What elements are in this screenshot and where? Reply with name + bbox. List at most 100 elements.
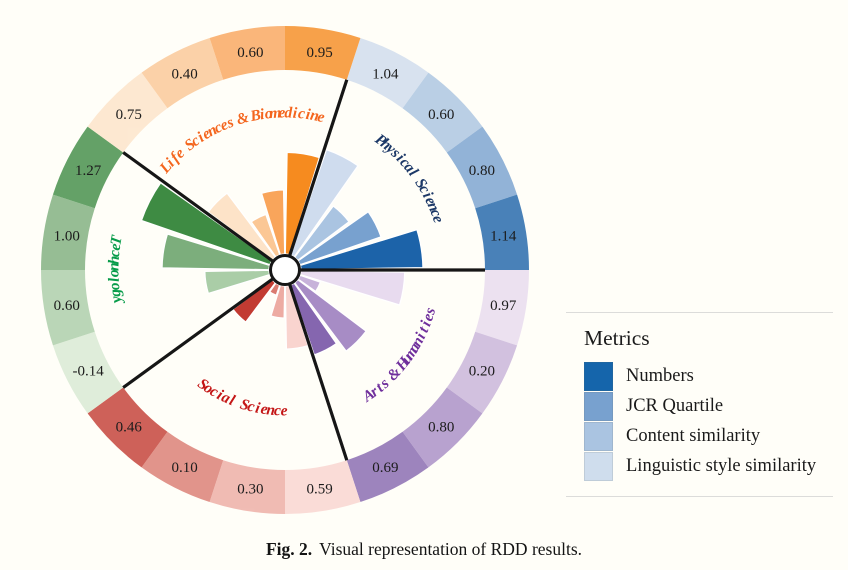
- sector-divider-3: [122, 276, 276, 389]
- ring-segment-technology-jcr-quartile: [41, 194, 95, 270]
- ring-value-social-science-linguistic-style-similarity: 0.59: [306, 482, 332, 498]
- ring-value-social-science-jcr-quartile: 0.10: [172, 460, 198, 476]
- legend-item-jcr-quartile: JCR Quartile: [584, 391, 833, 421]
- sector-label-char-technology: o: [105, 269, 122, 277]
- bar-social-science-numbers: [232, 278, 277, 323]
- ring-value-technology-jcr-quartile: 1.00: [54, 229, 80, 245]
- sector-label-char-life-sciences-biomedicine: n: [309, 107, 321, 125]
- sector-divider-2: [287, 281, 349, 461]
- ring-segment-physical-science-jcr-quartile: [446, 126, 518, 209]
- sector-label-char-technology: n: [105, 262, 122, 271]
- sector-label-char-social-science: i: [254, 399, 262, 417]
- ring-segment-physical-science-content-similarity: [402, 72, 483, 153]
- center-circle: [269, 254, 301, 286]
- ring-value-life-sciences-biomedicine-numbers: 0.95: [306, 45, 332, 61]
- ring-segment-arts-humanities-content-similarity: [446, 331, 518, 414]
- sector-label-char-life-sciences-biomedicine: m: [269, 104, 282, 122]
- ring-value-arts-humanities-jcr-quartile: 0.80: [428, 420, 454, 436]
- ring-value-arts-humanities-linguistic-style-similarity: 0.97: [490, 298, 517, 314]
- sector-label-char-life-sciences-biomedicine: c: [297, 105, 306, 123]
- ring-segment-life-sciences-biomedicine-numbers: [285, 26, 361, 80]
- sector-label-char-social-science: n: [266, 401, 276, 419]
- ring-segment-social-science-linguistic-style-similarity: [285, 460, 361, 514]
- ring-segment-technology-linguistic-style-similarity: [52, 331, 124, 414]
- caption-text: Visual representation of RDD results.: [319, 539, 583, 559]
- legend-swatch-jcr-quartile: [584, 391, 613, 421]
- sector-label-char-life-sciences-biomedicine: i: [259, 106, 266, 124]
- sector-label-char-arts-humanities: i: [417, 318, 435, 329]
- sector-label-char-social-science: e: [260, 400, 269, 418]
- ring-segment-technology-numbers: [52, 126, 124, 209]
- sector-divider-0: [287, 79, 349, 259]
- ring-value-life-sciences-biomedicine-content-similarity: 0.40: [172, 66, 198, 82]
- sector-label-char-social-science: l: [227, 392, 238, 410]
- sector-label-char-technology: o: [106, 282, 124, 292]
- sector-label-char-life-sciences-biomedicine: i: [292, 105, 298, 122]
- ring-value-life-sciences-biomedicine-linguistic-style-similarity: 0.75: [116, 107, 142, 123]
- ring-segment-physical-science-linguistic-style-similarity: [346, 37, 429, 109]
- legend-item-content-similarity: Content similarity: [584, 421, 833, 451]
- ring-value-labels: 1.04 0.60 0.80 1.14 0.97 0.20 0.80 0.69 0.59 0.30…: [54, 45, 517, 498]
- ring-value-physical-science-jcr-quartile: 0.80: [469, 163, 495, 179]
- ring-value-arts-humanities-numbers: 0.69: [372, 460, 398, 476]
- caption-fig-label: Fig. 2.: [265, 539, 313, 559]
- sector-label-char-technology: l: [106, 277, 123, 283]
- ring-value-technology-content-similarity: 0.60: [54, 298, 80, 314]
- ring-segment-physical-science-numbers: [475, 194, 529, 270]
- ring-value-technology-numbers: 1.27: [75, 163, 102, 179]
- sector-label-char-life-sciences-biomedicine: o: [264, 105, 274, 123]
- sector-label-char-arts-humanities: i: [412, 330, 429, 342]
- ring-value-physical-science-content-similarity: 0.60: [428, 107, 454, 123]
- figure-caption: Fig. 2. Visual representation of RDD resu…: [0, 539, 848, 560]
- sector-label-char-life-sciences-biomedicine: e: [316, 108, 327, 126]
- sector-label-char-technology: g: [107, 288, 125, 299]
- sector-label-char-life-sciences-biomedicine: B: [248, 106, 262, 125]
- sector-label-char-technology: T: [107, 234, 125, 247]
- sector-label-char-technology: e: [107, 242, 125, 251]
- legend-item-numbers: Numbers: [584, 361, 833, 391]
- sector-label-char-life-sciences-biomedicine: &: [235, 109, 251, 129]
- sector-dividers: [122, 79, 485, 461]
- ring-segment-life-sciences-biomedicine-content-similarity: [141, 37, 224, 109]
- sector-label-char-social-science: c: [246, 398, 257, 416]
- ring-segment-technology-content-similarity: [41, 270, 95, 346]
- legend-label-content-similarity: Content similarity: [626, 425, 761, 446]
- legend-swatch-content-similarity: [584, 421, 613, 451]
- ring-segment-arts-humanities-jcr-quartile: [402, 387, 483, 468]
- sector-label-char-social-science: c: [274, 402, 282, 419]
- ring-segment-arts-humanities-numbers: [346, 431, 429, 503]
- legend-swatch-linguistic-style-similarity: [584, 451, 613, 481]
- sector-label-char-technology: h: [105, 255, 122, 265]
- legend-label-numbers: Numbers: [626, 365, 694, 386]
- ring-segment-life-sciences-biomedicine-linguistic-style-similarity: [87, 72, 168, 153]
- legend-title: Metrics: [584, 326, 650, 350]
- ring-segment-social-science-content-similarity: [209, 460, 285, 514]
- ring-value-life-sciences-biomedicine-jcr-quartile: 0.60: [237, 45, 263, 61]
- legend-item-linguistic-style-similarity: Linguistic style similarity: [584, 451, 833, 481]
- sector-label-char-technology: y: [108, 295, 126, 307]
- legend-label-jcr-quartile: JCR Quartile: [626, 395, 724, 416]
- sector-label-char-life-sciences-biomedicine: d: [284, 104, 292, 121]
- ring-value-physical-science-numbers: 1.14: [490, 229, 517, 245]
- ring-value-technology-linguistic-style-similarity: -0.14: [72, 364, 104, 380]
- sector-divider-4: [122, 151, 276, 264]
- ring-value-social-science-content-similarity: 0.30: [237, 482, 263, 498]
- ring-segment-social-science-jcr-quartile: [141, 431, 224, 503]
- legend-swatch-numbers: [584, 361, 613, 391]
- sector-label-char-arts-humanities: t: [415, 324, 433, 335]
- sector-label-char-arts-humanities: e: [419, 311, 437, 323]
- sector-label-char-arts-humanities: s: [421, 306, 439, 317]
- ring-value-social-science-numbers: 0.46: [116, 420, 143, 436]
- ring-segment-arts-humanities-linguistic-style-similarity: [475, 270, 529, 346]
- ring-value-physical-science-linguistic-style-similarity: 1.04: [372, 66, 399, 82]
- ring-value-arts-humanities-content-similarity: 0.20: [469, 364, 495, 380]
- outer-ring: [41, 26, 529, 514]
- rdd-rose-chart: 1.04 0.60 0.80 1.14 0.97 0.20 0.80 0.69 0.59 0.30…: [41, 26, 529, 514]
- legend-label-linguistic-style-similarity: Linguistic style similarity: [626, 455, 817, 476]
- sector-label-char-life-sciences-biomedicine: i: [305, 106, 312, 124]
- legend-panel: Metrics Numbers JCR Quartile Content sim…: [566, 312, 833, 497]
- sector-label-char-social-science: e: [281, 402, 288, 419]
- bars: [140, 148, 424, 356]
- sector-label-char-technology: c: [106, 249, 124, 258]
